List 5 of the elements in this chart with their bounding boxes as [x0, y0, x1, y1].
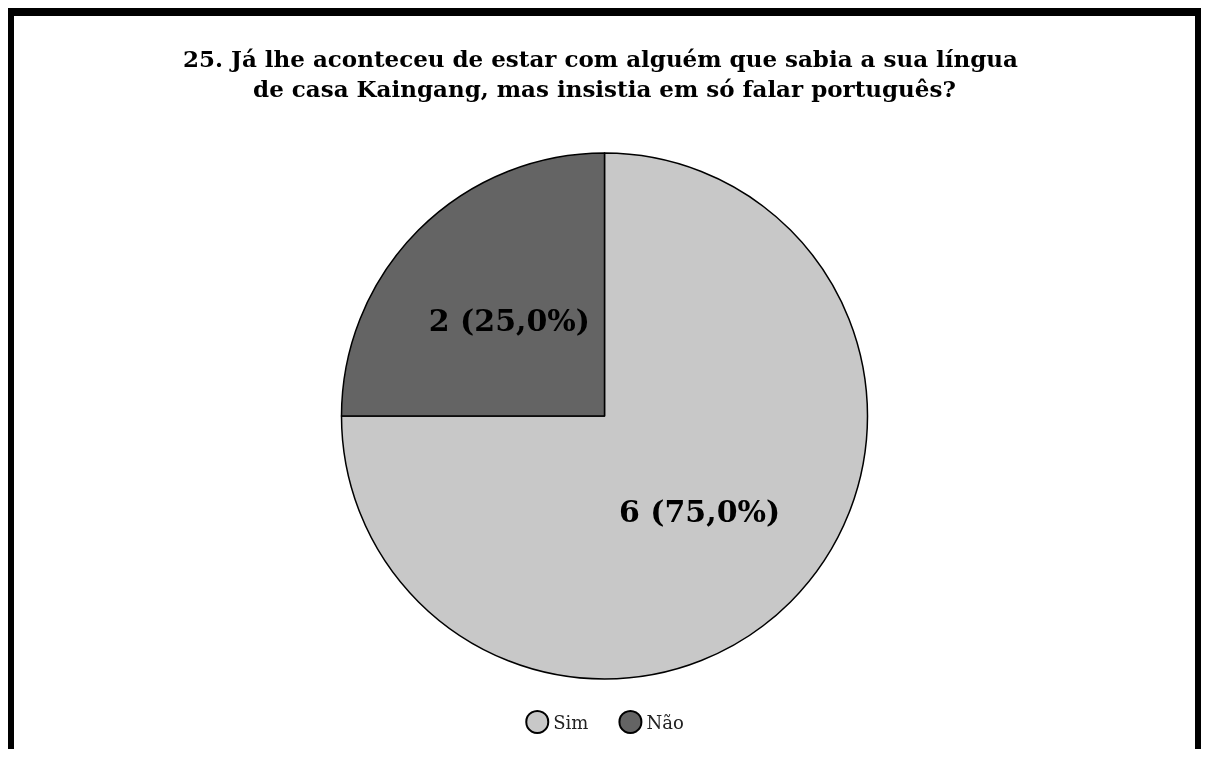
chart-title: 25. Já lhe aconteceu de estar com alguém que sabia a sua língua de casa Kaingang, mas insistia em só falar português? — [182, 44, 1027, 102]
data-label: 6 (75,0%) — [618, 493, 781, 529]
legend-label: Não — [646, 711, 684, 733]
data-label: 2 (25,0%) — [428, 303, 591, 339]
legend-label: Sim — [553, 711, 589, 733]
